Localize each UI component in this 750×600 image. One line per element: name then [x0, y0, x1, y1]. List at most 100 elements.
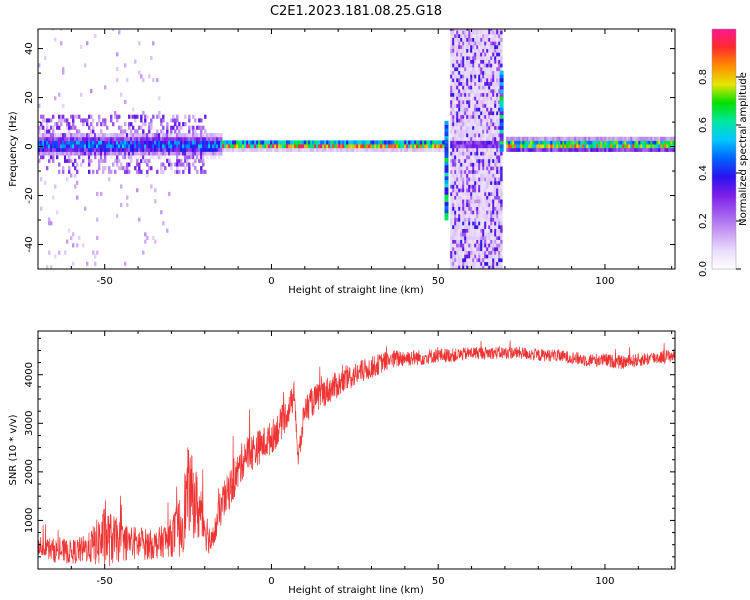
- heatmap-cell: [458, 224, 461, 229]
- heatmap-cell: [380, 144, 383, 149]
- heatmap-cell: [660, 144, 663, 149]
- heatmap-cell: [492, 199, 495, 204]
- heatmap-cell: [82, 151, 85, 156]
- heatmap-cell: [50, 147, 53, 152]
- heatmap-cell: [492, 180, 495, 185]
- heatmap-cell: [456, 151, 459, 156]
- colorbar-tick-label: 0.8: [698, 69, 709, 85]
- heatmap-cell: [180, 133, 183, 138]
- heatmap-cell: [452, 250, 455, 255]
- heatmap-cell: [526, 147, 529, 152]
- heatmap-cell: [100, 129, 103, 134]
- heatmap-cell: [196, 136, 199, 141]
- heatmap-cell: [474, 30, 477, 35]
- heatmap-cell: [102, 133, 105, 138]
- heatmap-cell: [450, 243, 453, 248]
- heatmap-cell: [452, 103, 455, 108]
- heatmap-cell: [472, 199, 475, 204]
- heatmap-cell: [438, 144, 441, 149]
- heatmap-cell: [500, 158, 503, 163]
- heatmap-cell: [186, 158, 189, 163]
- heatmap-cell: [100, 147, 103, 152]
- heatmap-cell: [474, 74, 477, 79]
- heatmap-cell: [70, 235, 73, 240]
- heatmap-cell: [460, 122, 463, 127]
- heatmap-cell: [466, 158, 469, 163]
- heatmap-cell: [452, 96, 455, 101]
- heatmap-cell: [336, 147, 339, 152]
- heatmap-cell: [500, 195, 503, 200]
- heatmap-cell: [486, 224, 489, 229]
- heatmap-cell: [66, 155, 69, 160]
- heatmap-cell: [472, 210, 475, 215]
- heatmap-cell: [152, 147, 155, 152]
- heatmap-cell: [452, 140, 455, 145]
- heatmap-cell: [178, 155, 181, 160]
- heatmap-cell: [466, 224, 469, 229]
- heatmap-cell: [138, 133, 141, 138]
- heatmap-cell: [178, 169, 181, 174]
- heatmap-cell: [464, 29, 467, 31]
- heatmap-cell: [486, 48, 489, 53]
- heatmap-cell: [114, 144, 117, 149]
- heatmap-cell: [188, 118, 191, 123]
- heatmap-cell: [66, 133, 69, 138]
- heatmap-cell: [626, 144, 629, 149]
- heatmap-cell: [440, 147, 443, 152]
- heatmap-cell: [484, 144, 487, 149]
- heatmap-cell: [490, 92, 493, 97]
- heatmap-cell: [488, 261, 491, 266]
- heatmap-cell: [492, 151, 495, 156]
- heatmap-cell: [370, 147, 373, 152]
- heatmap-cell: [562, 140, 565, 145]
- heatmap-cell: [552, 140, 555, 145]
- heatmap-cell: [452, 265, 455, 269]
- heatmap-cell: [568, 147, 571, 152]
- heatmap-cell: [498, 191, 501, 196]
- heatmap-cell: [476, 81, 479, 86]
- heatmap-cell: [510, 140, 513, 145]
- heatmap-cell: [292, 147, 295, 152]
- heatmap-cell: [468, 144, 471, 149]
- heatmap-cell: [468, 30, 471, 35]
- heatmap-cell: [72, 243, 75, 248]
- heatmap-cell: [476, 30, 479, 35]
- heatmap-cell: [618, 140, 621, 145]
- heatmap-cell: [474, 158, 477, 163]
- heatmap-cell: [496, 52, 499, 57]
- heatmap-cell: [128, 114, 131, 119]
- heatmap-cell: [484, 74, 487, 79]
- heatmap-cell: [474, 89, 477, 94]
- heatmap-cell: [480, 217, 483, 222]
- heatmap-cell: [188, 129, 191, 134]
- heatmap-cell: [530, 136, 533, 141]
- heatmap-cell: [210, 140, 213, 145]
- heatmap-cell: [46, 144, 49, 149]
- heatmap-cell: [492, 177, 495, 182]
- heatmap-cell: [492, 74, 495, 79]
- heatmap-cell: [456, 147, 459, 152]
- heatmap-cell: [476, 129, 479, 134]
- heatmap-cell: [230, 144, 233, 149]
- heatmap-cell: [476, 125, 479, 130]
- heatmap-cell: [184, 166, 187, 171]
- heatmap-cell: [552, 147, 555, 152]
- heatmap-cell: [618, 136, 621, 141]
- heatmap-cell: [128, 155, 131, 160]
- heatmap-cell: [298, 147, 301, 152]
- heatmap-cell: [470, 188, 473, 193]
- heatmap-cell: [498, 173, 501, 178]
- heatmap-cell: [112, 122, 115, 127]
- heatmap-cell: [490, 140, 493, 145]
- heatmap-cell: [462, 67, 465, 72]
- heatmap-cell: [166, 133, 169, 138]
- heatmap-cell: [102, 169, 105, 174]
- heatmap-cell: [486, 221, 489, 226]
- heatmap-cell: [146, 114, 149, 119]
- heatmap-cell: [208, 144, 211, 149]
- heatmap-cell: [40, 140, 43, 145]
- heatmap-cell: [496, 100, 499, 105]
- heatmap-cell: [98, 144, 101, 149]
- heatmap-cell: [482, 235, 485, 240]
